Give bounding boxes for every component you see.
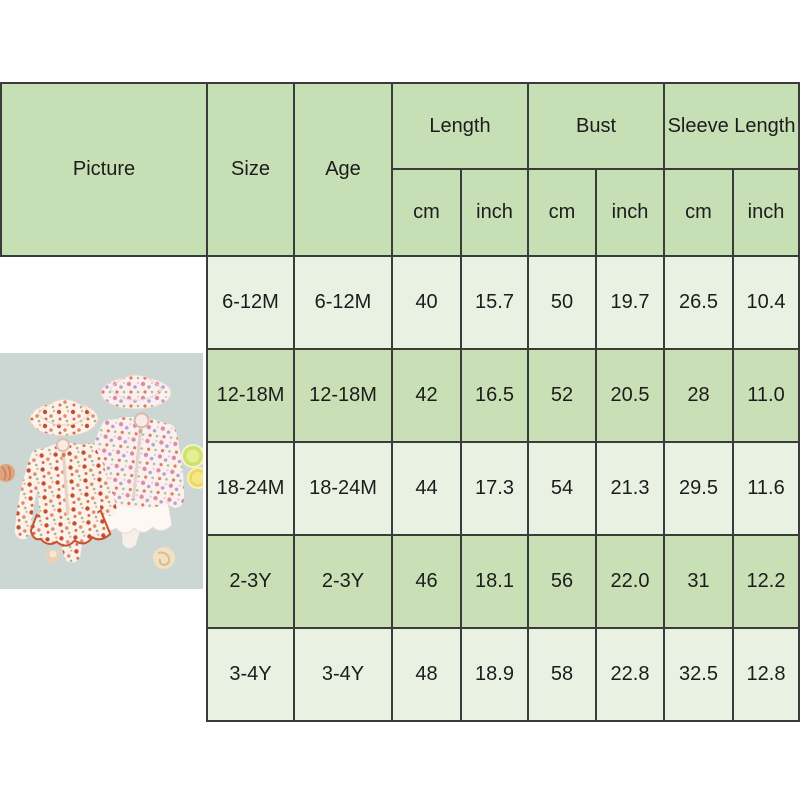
cell-bust-inch: 21.3 — [595, 441, 666, 536]
cell-bust-cm: 54 — [527, 441, 598, 536]
cell-sleeve-cm: 29.5 — [663, 441, 735, 536]
cell-length-cm: 46 — [391, 534, 462, 629]
left-floral-swimsuit — [14, 438, 117, 563]
unit-length-cm: cm — [391, 168, 462, 257]
unit-length-inch: inch — [459, 168, 530, 257]
cell-length-cm: 48 — [391, 627, 462, 722]
table-row: 18-24M 18-24M 44 17.3 54 21.3 29.5 11.6 — [1, 441, 800, 536]
cell-sleeve-inch: 11.0 — [732, 348, 800, 443]
cell-age: 18-24M — [293, 441, 393, 536]
cell-age: 3-4Y — [293, 627, 393, 722]
cell-length-cm: 44 — [391, 441, 462, 536]
cell-age: 12-18M — [293, 348, 393, 443]
cell-bust-cm: 58 — [527, 627, 598, 722]
cell-bust-inch: 22.8 — [595, 627, 666, 722]
unit-sleeve-cm: cm — [663, 168, 735, 257]
cell-sleeve-cm: 31 — [663, 534, 735, 629]
cell-sleeve-cm: 28 — [663, 348, 735, 443]
table-row: 12-18M 12-18M 42 16.5 52 20.5 28 11.0 — [1, 348, 800, 443]
cell-bust-cm: 56 — [527, 534, 598, 629]
left-bucket-hat — [29, 398, 99, 437]
cell-length-inch: 18.1 — [459, 534, 530, 629]
header-age: Age — [293, 82, 393, 257]
cell-bust-inch: 20.5 — [595, 348, 666, 443]
table-row: 6-12M 6-12M 40 15.7 50 19.7 26.5 10.4 — [1, 255, 800, 721]
header-bust: Bust — [527, 82, 666, 170]
header-length: Length — [390, 82, 530, 170]
cell-size: 2-3Y — [206, 534, 295, 629]
unit-bust-cm: cm — [527, 168, 598, 257]
right-bucket-hat — [100, 374, 172, 410]
cell-sleeve-inch: 10.4 — [732, 255, 800, 350]
table-row: 3-4Y 3-4Y 48 18.9 58 22.8 32.5 12.8 — [1, 627, 800, 722]
pebble-icon — [46, 549, 60, 563]
cell-length-inch: 15.7 — [459, 255, 530, 350]
cell-sleeve-inch: 12.8 — [732, 627, 800, 722]
cell-size: 3-4Y — [206, 627, 295, 722]
unit-bust-inch: inch — [595, 168, 666, 257]
header-row-units: cm inch cm inch cm inch — [1, 168, 800, 257]
header-picture: Picture — [0, 82, 208, 257]
cell-size: 12-18M — [206, 348, 295, 443]
cell-bust-inch: 22.0 — [595, 534, 666, 629]
unit-sleeve-inch: inch — [732, 168, 800, 257]
cell-bust-cm: 52 — [527, 348, 598, 443]
cell-sleeve-cm: 26.5 — [663, 255, 735, 350]
cell-sleeve-inch: 11.6 — [732, 441, 800, 536]
cell-size: 6-12M — [206, 255, 295, 350]
size-chart-table: Picture Size Age Length Bust Sleeve Leng… — [0, 82, 800, 722]
cream-seashell-icon — [153, 547, 175, 569]
seashell-left-icon — [0, 464, 15, 482]
cell-length-inch: 16.5 — [459, 348, 530, 443]
cell-length-cm: 40 — [391, 255, 462, 350]
cell-size: 18-24M — [206, 441, 295, 536]
product-photo — [0, 353, 203, 589]
cell-sleeve-cm: 32.5 — [663, 627, 735, 722]
cell-bust-inch: 19.7 — [595, 255, 666, 350]
lime-slices-icon — [181, 444, 203, 489]
cell-length-cm: 42 — [391, 348, 462, 443]
cell-bust-cm: 50 — [527, 255, 598, 350]
cell-sleeve-inch: 12.2 — [732, 534, 800, 629]
right-floral-swimsuit — [77, 412, 185, 549]
header-sleeve-length: Sleeve Length — [663, 82, 800, 170]
table-row: 2-3Y 2-3Y 46 18.1 56 22.0 31 12.2 — [1, 534, 800, 629]
cell-length-inch: 17.3 — [459, 441, 530, 536]
header-size: Size — [206, 82, 295, 257]
cell-age: 6-12M — [293, 255, 393, 350]
cell-age: 2-3Y — [293, 534, 393, 629]
cell-length-inch: 18.9 — [459, 627, 530, 722]
header-row-groups: Picture Size Age Length Bust Sleeve Leng… — [0, 82, 800, 257]
